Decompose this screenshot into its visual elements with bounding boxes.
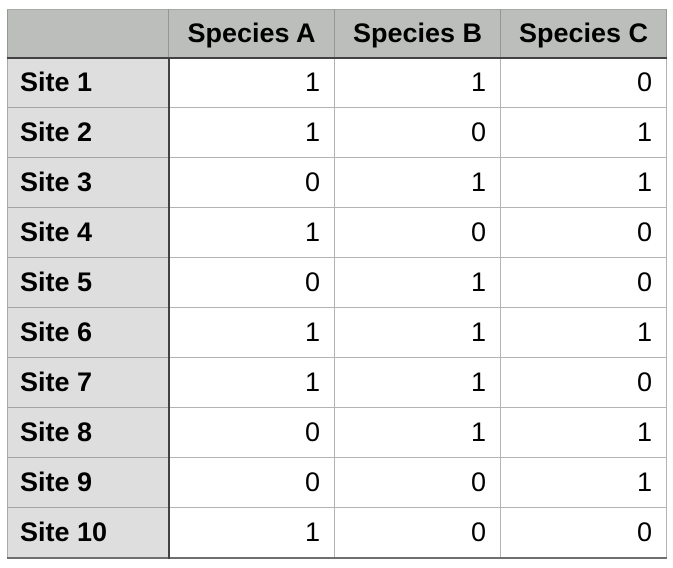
- value-cell: 1: [168, 507, 335, 558]
- value-cell: 1: [334, 357, 501, 408]
- value-cell: 0: [500, 207, 667, 258]
- value-cell: 1: [334, 257, 501, 308]
- row-label: Site 6: [7, 307, 170, 358]
- row-label: Site 10: [7, 507, 170, 558]
- value-cell: 0: [500, 507, 667, 558]
- value-cell: 1: [500, 157, 667, 208]
- value-cell: 0: [168, 457, 335, 508]
- row-label: Site 5: [7, 257, 170, 308]
- value-cell: 1: [500, 107, 667, 158]
- column-header: Species B: [334, 9, 501, 59]
- value-cell: 1: [168, 57, 335, 108]
- row-label: Site 1: [7, 57, 170, 108]
- value-cell: 0: [334, 507, 501, 558]
- value-cell: 0: [334, 207, 501, 258]
- value-cell: 1: [334, 407, 501, 458]
- header-row: Species A Species B Species C: [7, 9, 667, 59]
- value-cell: 0: [500, 257, 667, 308]
- row-label: Site 9: [7, 457, 170, 508]
- value-cell: 1: [334, 157, 501, 208]
- column-header: Species A: [168, 9, 335, 59]
- value-cell: 0: [168, 157, 335, 208]
- value-cell: 0: [334, 107, 501, 158]
- row-label: Site 4: [7, 207, 170, 258]
- value-cell: 1: [334, 307, 501, 358]
- corner-cell: [7, 9, 169, 59]
- value-cell: 0: [334, 457, 501, 508]
- value-cell: 1: [168, 107, 335, 158]
- row-label: Site 7: [7, 357, 170, 408]
- row-label: Site 3: [7, 157, 170, 208]
- table-row: Site 10 1 0 0: [7, 507, 667, 558]
- value-cell: 0: [168, 407, 335, 458]
- species-presence-table: Species A Species B Species C Site 1 1 1 0 Sit…: [7, 9, 667, 559]
- table-body: Site 1 1 1 0 Site 2 1 0 1 Site 3 0 1 1 Site 4 1 0 0 Site…: [7, 57, 667, 558]
- value-cell: 0: [168, 257, 335, 308]
- value-cell: 1: [334, 57, 501, 108]
- table-header: Species A Species B Species C: [7, 9, 667, 59]
- column-header: Species C: [500, 9, 667, 59]
- value-cell: 1: [500, 307, 667, 358]
- value-cell: 1: [500, 407, 667, 458]
- row-label: Site 8: [7, 407, 170, 458]
- value-cell: 1: [168, 207, 335, 258]
- value-cell: 0: [500, 57, 667, 108]
- row-label: Site 2: [7, 107, 170, 158]
- value-cell: 1: [168, 307, 335, 358]
- value-cell: 1: [168, 357, 335, 408]
- value-cell: 0: [500, 357, 667, 408]
- value-cell: 1: [500, 457, 667, 508]
